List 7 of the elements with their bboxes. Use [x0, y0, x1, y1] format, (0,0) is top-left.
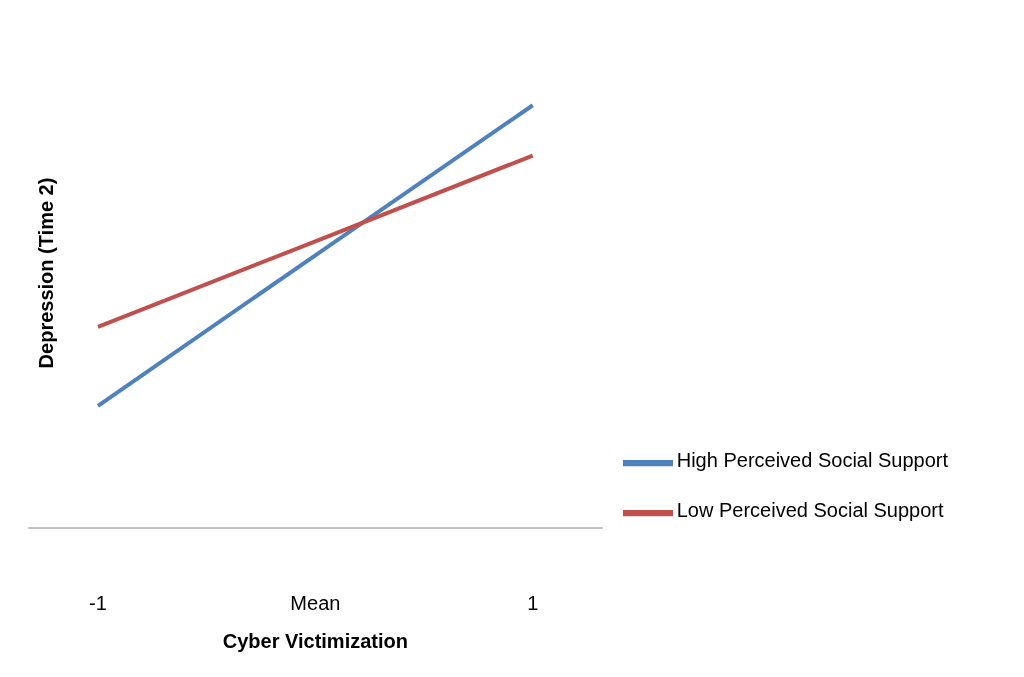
x-tick-label: -1 — [89, 592, 107, 615]
x-axis-title: Cyber Victimization — [222, 630, 408, 652]
y-axis-title: Depression (Time 2) — [35, 177, 57, 369]
x-tick-label: Mean — [290, 592, 341, 615]
x-tick-label: 1 — [527, 592, 539, 615]
legend-label: High Perceived Social Support — [676, 449, 948, 472]
legend-label: Low Perceived Social Support — [676, 499, 944, 522]
